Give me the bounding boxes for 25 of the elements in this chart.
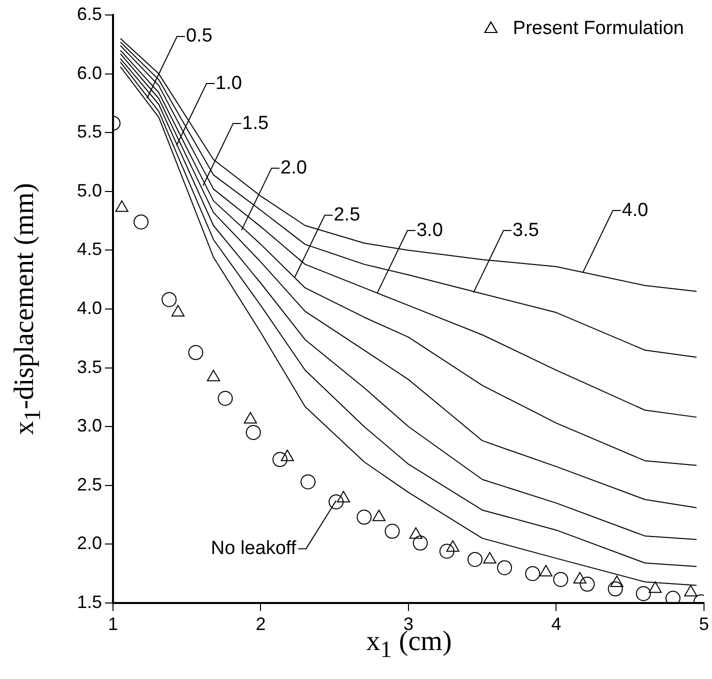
x-tick-label: 2 <box>256 614 266 634</box>
y-tick-label: 4.0 <box>76 298 102 318</box>
y-tick-label: 2.5 <box>76 474 102 494</box>
y-tick-label: 5.5 <box>76 122 102 142</box>
y-tick-label: 4.5 <box>76 239 102 260</box>
x-tick-label: 5 <box>698 614 709 634</box>
annotation: 2.0 <box>280 157 307 178</box>
annotation: 4.0 <box>622 200 648 221</box>
y-tick-label: 3.0 <box>76 416 102 436</box>
annotation: 1.0 <box>216 72 242 94</box>
annotation: 2.5 <box>334 204 360 226</box>
annotation: 3.0 <box>416 220 443 241</box>
annotation: 3.5 <box>512 220 539 241</box>
y-tick-label: 3.5 <box>76 356 102 377</box>
y-tick-label: 1.5 <box>76 592 102 612</box>
annotation: 0.5 <box>186 26 212 47</box>
annotation: 1.5 <box>242 112 269 134</box>
annotation: No leakoff <box>210 538 297 559</box>
y-tick-label: 5.0 <box>76 180 102 200</box>
y-tick-label: 6.5 <box>76 4 102 24</box>
y-tick-label: 6.0 <box>76 62 102 83</box>
x-tick-label: 1 <box>108 614 118 634</box>
y-tick-label: 2.0 <box>76 533 102 554</box>
x-tick-label: 4 <box>551 614 562 634</box>
legend-label: Present Formulation <box>512 18 684 40</box>
